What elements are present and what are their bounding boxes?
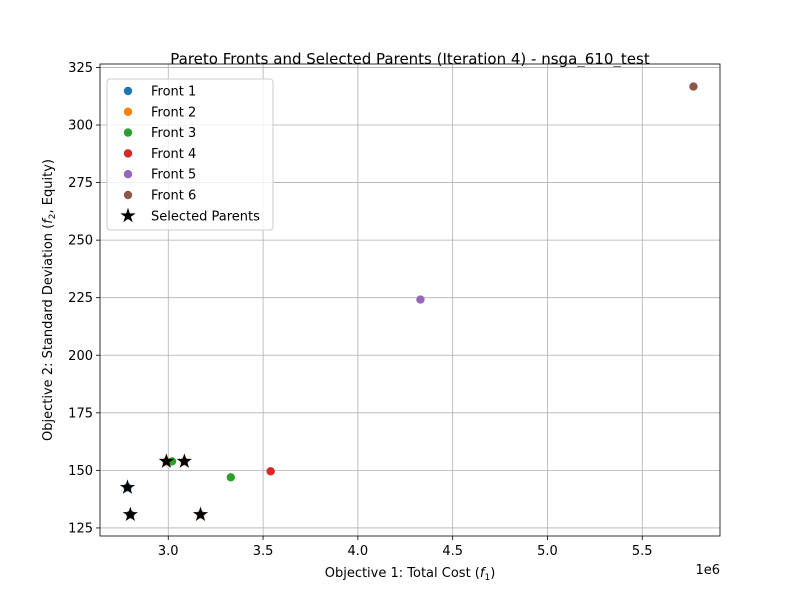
y-tick-label: 175 xyxy=(68,406,93,421)
legend-marker-front-4 xyxy=(123,149,133,158)
selected-parents-point xyxy=(158,453,174,468)
y-tick-label: 325 xyxy=(68,61,93,76)
x-tick-label: 4.5 xyxy=(442,544,463,559)
legend: Front 1 Front 2 Front 3 Front 4 Front 5 Front… xyxy=(106,78,274,231)
y-tick-label: 300 xyxy=(68,119,93,134)
legend-label-front-1: Front 1 xyxy=(151,85,196,100)
y-tick-label: 250 xyxy=(68,234,93,249)
x-tick-label: 4.0 xyxy=(348,544,369,559)
y-tick-label: 275 xyxy=(68,176,93,191)
legend-box xyxy=(106,78,274,231)
front-5-point xyxy=(416,295,425,304)
grid xyxy=(100,64,720,536)
legend-label-front-4: Front 4 xyxy=(151,147,196,162)
legend-marker-front-2 xyxy=(123,107,133,117)
legend-label-front-5: Front 5 xyxy=(151,168,196,183)
y-axis-label: Objective 2: Standard Deviation (f2, Equ… xyxy=(41,159,58,441)
selected-parents-point xyxy=(122,506,138,522)
selected-parents-point xyxy=(192,506,209,522)
x-tick-label: 3.5 xyxy=(253,544,274,559)
selected-parents-point xyxy=(119,479,136,494)
front-4-point xyxy=(266,467,275,476)
legend-label-front-6: Front 6 xyxy=(151,189,196,204)
y-tick-label: 225 xyxy=(68,291,93,306)
selected-parents-point xyxy=(176,453,192,468)
legend-marker-selected-parents xyxy=(120,207,136,223)
front-3-point xyxy=(226,473,236,482)
y-tick-label: 150 xyxy=(68,464,93,479)
chart-title: Pareto Fronts and Selected Parents (Iter… xyxy=(170,50,650,69)
legend-label-selected-parents: Selected Parents xyxy=(151,209,260,224)
legend-marker-front-3 xyxy=(123,128,133,137)
legend-label-front-2: Front 2 xyxy=(151,105,196,120)
plot-marks xyxy=(119,82,698,522)
legend-marker-front-6 xyxy=(123,190,133,200)
y-tick-label: 125 xyxy=(68,521,93,536)
x-tick-label: 3.0 xyxy=(158,544,179,559)
legend-marker-front-1 xyxy=(123,86,133,96)
ticks: 3.0 3.5 4.0 4.5 5.0 5.5 125 150 175 200 225 250 275 3… xyxy=(68,61,652,559)
y-tick-label: 200 xyxy=(68,349,93,364)
x-axis-label: Objective 1: Total Cost (f1) xyxy=(325,566,496,583)
x-tick-label: 5.5 xyxy=(632,544,653,559)
legend-label-front-3: Front 3 xyxy=(151,126,196,141)
plot-frame xyxy=(99,63,721,537)
x-offset-label: 1e6 xyxy=(695,563,720,578)
legend-marker-front-5 xyxy=(123,170,133,179)
x-tick-label: 5.0 xyxy=(537,544,558,559)
front-6-point xyxy=(689,82,698,91)
